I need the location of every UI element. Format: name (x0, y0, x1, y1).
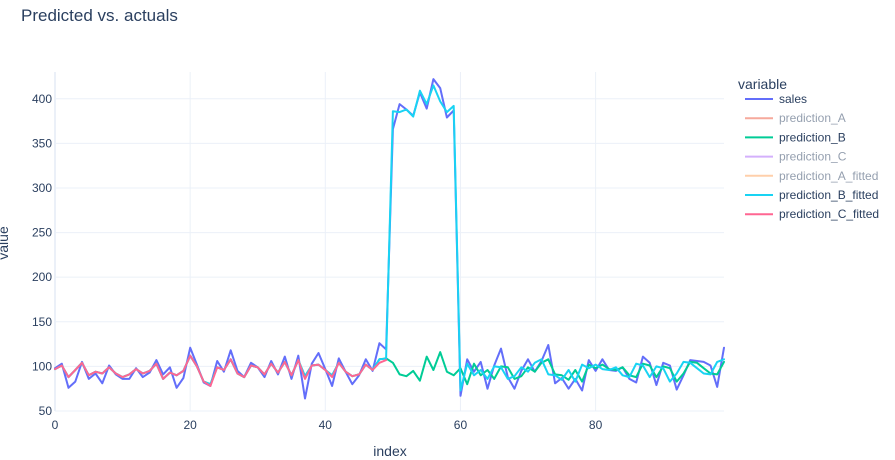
legend-label: prediction_C_fitted (779, 207, 879, 221)
chart-title: Predicted vs. actuals (21, 6, 178, 25)
x-tick-label: 20 (183, 418, 197, 432)
y-axis-ticks: 50 100 150 200 250 300 350 400 (32, 92, 52, 418)
legend-label: prediction_A_fitted (779, 169, 878, 183)
series-line-prediction-C-fitted (54, 354, 388, 387)
x-tick-label: 80 (589, 418, 603, 432)
y-tick-label: 350 (32, 136, 52, 150)
y-tick-label: 300 (32, 181, 52, 195)
legend-title: variable (738, 76, 787, 92)
legend-label: prediction_B (779, 130, 846, 144)
legend-label: prediction_B_fitted (779, 188, 878, 202)
series-line-prediction-B (54, 351, 725, 386)
x-axis-ticks: 0 20 40 60 80 (52, 418, 603, 432)
series-line-prediction-B-fitted (54, 84, 725, 392)
y-tick-label: 200 (32, 270, 52, 284)
x-tick-label: 60 (454, 418, 468, 432)
legend-item-prediction-B[interactable]: prediction_B (745, 130, 846, 144)
legend-item-sales[interactable]: sales (745, 92, 807, 106)
y-tick-label: 50 (39, 404, 53, 418)
x-axis-title: index (373, 443, 406, 459)
x-tick-label: 0 (52, 418, 59, 432)
legend-item-prediction-A-fitted[interactable]: prediction_A_fitted (745, 169, 878, 183)
y-tick-label: 100 (32, 359, 52, 373)
legend-item-prediction-B-fitted[interactable]: prediction_B_fitted (745, 188, 878, 202)
y-tick-label: 150 (32, 315, 52, 329)
legend-label: prediction_C (779, 150, 847, 164)
y-axis-title: value (0, 226, 11, 260)
x-tick-label: 40 (319, 418, 333, 432)
y-tick-label: 400 (32, 92, 52, 106)
legend-label: prediction_A (779, 111, 846, 125)
legend-item-prediction-A[interactable]: prediction_A (745, 111, 846, 125)
y-tick-label: 250 (32, 226, 52, 240)
series-lines (54, 78, 725, 400)
legend-item-prediction-C[interactable]: prediction_C (745, 150, 847, 164)
legend-label: sales (779, 92, 807, 106)
legend: variable sales prediction_A prediction_Bpr… (738, 76, 879, 221)
legend-item-prediction-C-fitted[interactable]: prediction_C_fitted (745, 207, 879, 221)
